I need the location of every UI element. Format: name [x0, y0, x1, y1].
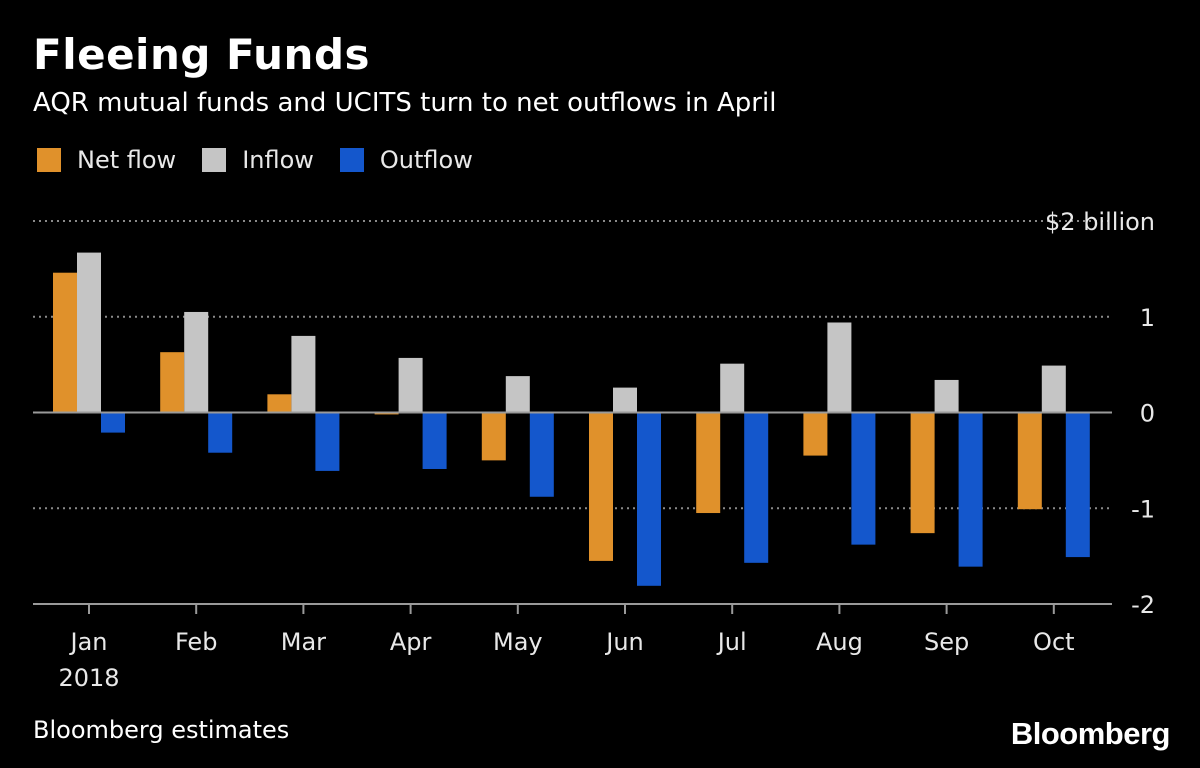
x-tick-label: Aug	[816, 628, 863, 656]
y-tick-label: -2	[1131, 591, 1155, 619]
bar-net-flow	[53, 272, 77, 413]
bar-inflow	[291, 335, 316, 413]
bar-net-flow	[267, 394, 292, 413]
bloomberg-logo: Bloomberg	[1010, 716, 1171, 751]
chart-subtitle: AQR mutual funds and UCITS turn to net o…	[33, 88, 777, 118]
bar-inflow	[505, 376, 530, 413]
bar-inflow	[934, 379, 959, 413]
bar-inflow	[398, 357, 423, 413]
bar-outflow	[637, 412, 661, 586]
legend-swatch-outflow	[339, 148, 364, 172]
bar-net-flow	[910, 412, 935, 534]
bar-outflow	[958, 412, 983, 567]
bar-net-flow	[481, 412, 506, 461]
bar-net-flow	[1017, 412, 1042, 510]
bar-outflow	[208, 412, 233, 453]
x-tick-label: Jun	[604, 628, 644, 656]
legend-item-outflow: Outflow	[339, 146, 473, 174]
legend-label-inflow: Inflow	[242, 146, 314, 174]
y-tick-label: -1	[1131, 495, 1155, 523]
y-tick-label: $2 billion	[1045, 208, 1155, 236]
bar-inflow	[720, 363, 745, 413]
legend-label-outflow: Outflow	[379, 146, 473, 174]
bar-inflow	[1041, 365, 1066, 413]
x-tick-sublabel: 2018	[58, 664, 119, 692]
bar-inflow	[184, 311, 209, 413]
bar-outflow	[101, 412, 125, 433]
legend-swatch-inflow	[202, 148, 227, 172]
y-tick-label: 1	[1140, 304, 1155, 332]
legend-item-net-flow: Net flow	[37, 146, 176, 174]
legend: Net flow Inflow Outflow	[37, 146, 499, 174]
legend-swatch-net-flow	[37, 148, 61, 172]
bar-net-flow	[589, 412, 613, 561]
x-tick-label: Sep	[924, 628, 969, 656]
bar-net-flow	[803, 412, 828, 456]
x-tick-label: May	[493, 628, 543, 656]
x-tick-label: Jan	[69, 628, 108, 656]
bar-outflow	[422, 412, 447, 469]
x-tick-label: Jul	[716, 628, 747, 656]
chart-title: Fleeing Funds	[33, 30, 371, 79]
bar-inflow	[827, 322, 852, 413]
x-tick-label: Apr	[390, 628, 432, 656]
bar-outflow	[315, 412, 340, 471]
x-tick-label: Oct	[1033, 628, 1075, 656]
bar-outflow	[529, 412, 554, 497]
bar-net-flow	[160, 352, 185, 413]
bar-inflow	[77, 252, 101, 413]
x-tick-label: Feb	[175, 628, 218, 656]
legend-label-net-flow: Net flow	[77, 146, 177, 174]
legend-item-inflow: Inflow	[202, 146, 314, 174]
bar-outflow	[744, 412, 769, 563]
bar-outflow	[1065, 412, 1090, 558]
bar-net-flow	[696, 412, 721, 514]
y-tick-label: 0	[1140, 400, 1155, 428]
source-note: Bloomberg estimates	[33, 716, 290, 744]
bar-inflow	[613, 387, 637, 413]
bar-outflow	[851, 412, 876, 545]
x-tick-label: Mar	[281, 628, 326, 656]
